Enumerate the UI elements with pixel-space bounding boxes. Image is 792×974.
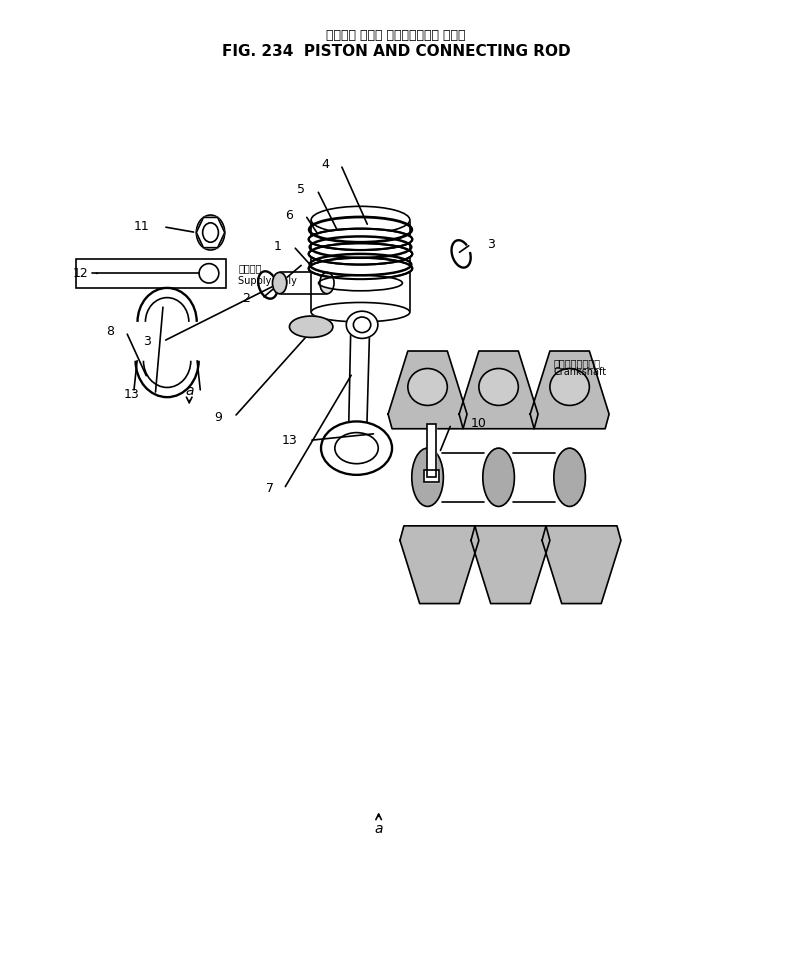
- Text: ピストン および コネクティング ロッド: ピストン および コネクティング ロッド: [326, 29, 466, 42]
- Bar: [427, 424, 436, 477]
- Text: 6: 6: [286, 208, 293, 221]
- Text: a: a: [375, 822, 383, 836]
- Ellipse shape: [321, 422, 392, 475]
- Polygon shape: [400, 526, 479, 604]
- Ellipse shape: [272, 273, 287, 294]
- Text: 11: 11: [134, 220, 150, 233]
- Text: クランクシャフト: クランクシャフト: [554, 357, 601, 367]
- Text: 9: 9: [215, 411, 223, 424]
- Text: 4: 4: [321, 158, 329, 171]
- Ellipse shape: [318, 276, 402, 291]
- Ellipse shape: [311, 206, 409, 234]
- Ellipse shape: [311, 303, 409, 321]
- Text: 13: 13: [124, 389, 139, 401]
- Text: 8: 8: [106, 325, 114, 338]
- Text: 12: 12: [72, 267, 88, 280]
- Text: 3: 3: [487, 238, 495, 250]
- Polygon shape: [196, 217, 225, 247]
- Text: FIG. 234  PISTON AND CONNECTING ROD: FIG. 234 PISTON AND CONNECTING ROD: [222, 45, 570, 59]
- Text: 2: 2: [242, 292, 250, 305]
- Polygon shape: [542, 526, 621, 604]
- Text: 3: 3: [143, 335, 151, 348]
- Text: 13: 13: [282, 433, 297, 447]
- Ellipse shape: [309, 229, 413, 250]
- Bar: [427, 424, 436, 477]
- Bar: [425, 470, 439, 482]
- Ellipse shape: [483, 448, 514, 506]
- Bar: [76, 259, 227, 288]
- Ellipse shape: [408, 368, 447, 405]
- Ellipse shape: [346, 312, 378, 338]
- Ellipse shape: [550, 368, 589, 405]
- Ellipse shape: [412, 448, 444, 506]
- Ellipse shape: [320, 273, 334, 294]
- Text: 5: 5: [297, 183, 305, 197]
- Ellipse shape: [309, 244, 413, 265]
- Polygon shape: [471, 526, 550, 604]
- Polygon shape: [530, 351, 609, 429]
- Text: 7: 7: [265, 482, 274, 496]
- Ellipse shape: [554, 448, 585, 506]
- Polygon shape: [459, 351, 538, 429]
- Ellipse shape: [309, 258, 413, 280]
- Text: 10: 10: [471, 418, 487, 431]
- Text: 補給専用: 補給専用: [238, 264, 261, 274]
- Text: 1: 1: [274, 240, 282, 252]
- Polygon shape: [388, 351, 467, 429]
- Text: Supply Only: Supply Only: [238, 276, 297, 286]
- Text: Crankshaft: Crankshaft: [554, 367, 607, 377]
- Ellipse shape: [479, 368, 518, 405]
- Text: a: a: [185, 384, 193, 397]
- Bar: [425, 470, 439, 482]
- Ellipse shape: [289, 317, 333, 337]
